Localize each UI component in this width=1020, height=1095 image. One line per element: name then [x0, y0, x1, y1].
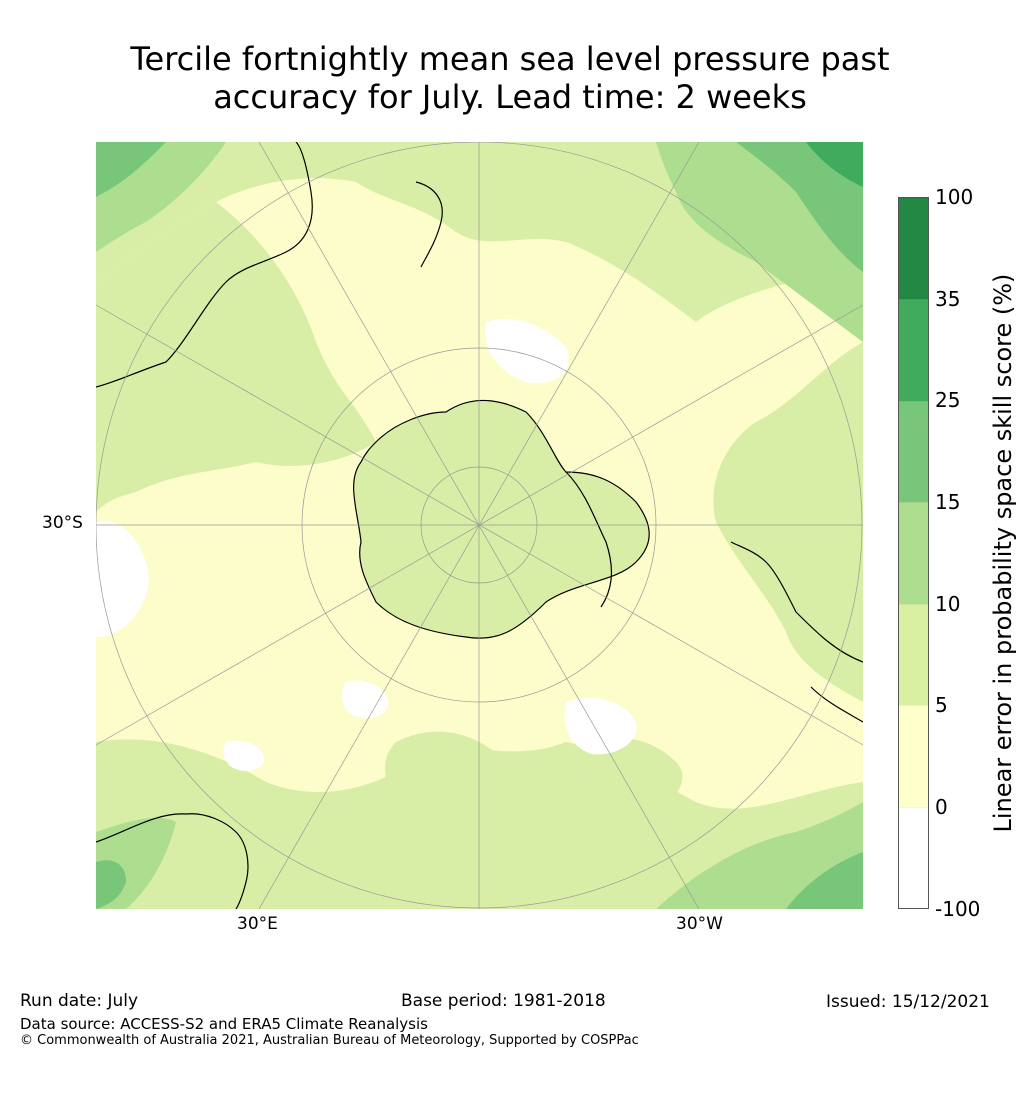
- skill-patch-se: [656, 802, 863, 909]
- skill-region-north: [96, 142, 863, 322]
- lon-label-30w: 30°W: [676, 914, 723, 934]
- colorbar-seg-15-25: [899, 400, 928, 503]
- skill-region-east: [713, 262, 863, 702]
- no-skill-patch-3: [564, 698, 637, 755]
- run-date: Run date: July: [20, 991, 139, 1011]
- colorbar-tick-25: 25: [935, 388, 961, 412]
- data-source: Data source: ACCESS-S2 and ERA5 Climate …: [20, 1015, 428, 1033]
- skill-patch-se-dark: [786, 852, 863, 909]
- colorbar-label: Linear error in probability space skill …: [989, 273, 1017, 833]
- no-skill-patch-4: [341, 680, 389, 719]
- colorbar-tick-100: 100: [935, 185, 974, 209]
- antarctic-peninsula: [565, 471, 612, 608]
- polar-map: [96, 142, 863, 909]
- colorbar-seg-25-35: [899, 299, 928, 401]
- australia-coast: [96, 813, 249, 909]
- skill-patch-ne-dark: [736, 142, 863, 272]
- colorbar-seg-neg: [899, 806, 928, 908]
- antarctica-landmass: [353, 399, 650, 639]
- base-period: Base period: 1981-2018: [401, 991, 606, 1011]
- lat-label-30s: 30°S: [42, 513, 83, 533]
- colorbar-tick-5: 5: [935, 693, 948, 717]
- colorbar-tick-neg100: -100: [935, 897, 981, 921]
- colorbar-tick-0: 0: [935, 795, 948, 819]
- new-zealand-coast: [415, 181, 443, 268]
- lon-label-30e: 30°E: [237, 914, 278, 934]
- colorbar-tick-35: 35: [935, 287, 961, 311]
- copyright: © Commonwealth of Australia 2021, Austra…: [20, 1033, 639, 1048]
- south-america-coast: [730, 541, 863, 723]
- skill-patch-ne-darkest: [806, 142, 863, 187]
- colorbar-seg-5-10: [899, 603, 928, 706]
- colorbar-seg-35-100: [899, 198, 928, 300]
- no-skill-patch-2: [96, 521, 149, 637]
- skill-patch-nw-dark: [96, 142, 166, 197]
- colorbar-tick-10: 10: [935, 592, 961, 616]
- map-canvas: [96, 142, 863, 909]
- no-skill-patch-1: [485, 318, 569, 383]
- skill-patch-sw-dark: [96, 860, 126, 909]
- issued-date: Issued: 15/12/2021: [826, 992, 990, 1012]
- colorbar: [898, 197, 929, 909]
- colorbar-tick-15: 15: [935, 490, 961, 514]
- chart-title: Tercile fortnightly mean sea level press…: [0, 40, 1020, 116]
- title-line-2: accuracy for July. Lead time: 2 weeks: [213, 78, 807, 116]
- skill-region-west: [96, 202, 376, 512]
- colorbar-seg-0-5: [899, 705, 928, 807]
- graticule: [96, 142, 863, 909]
- skill-region-mid: [385, 731, 683, 836]
- colorbar-seg-10-15: [899, 502, 928, 604]
- no-skill-patch-5: [223, 740, 265, 771]
- africa-coast: [96, 142, 313, 388]
- title-line-1: Tercile fortnightly mean sea level press…: [130, 40, 890, 78]
